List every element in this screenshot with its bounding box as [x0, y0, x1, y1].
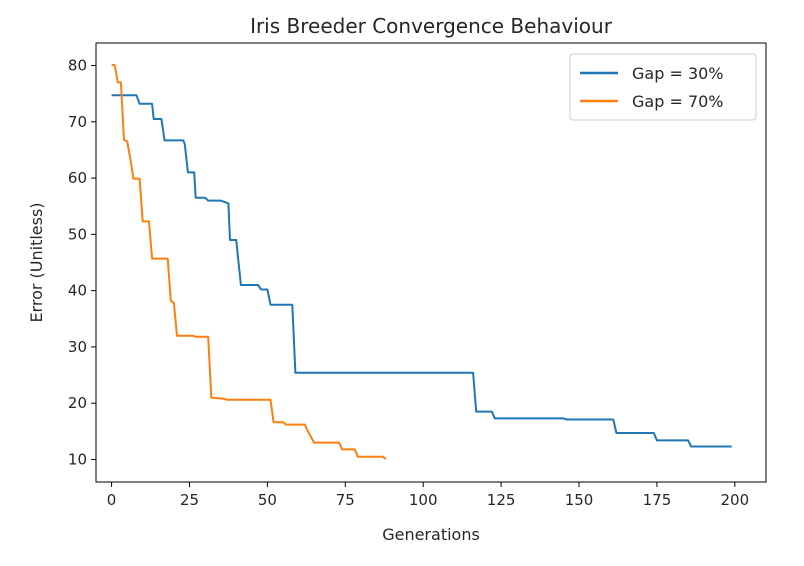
plot-area — [111, 64, 732, 460]
y-axis: 10 20 30 40 50 60 70 80 — [68, 57, 96, 468]
y-tick-label: 60 — [68, 169, 87, 187]
legend-box — [569, 53, 757, 121]
x-tick-label: 125 — [487, 491, 516, 509]
x-axis: 0 25 50 75 100 125 150 175 200 — [107, 482, 749, 509]
y-tick-label: 50 — [68, 225, 87, 243]
chart-title: Iris Breeder Convergence Behaviour — [250, 14, 613, 38]
series-line-1 — [111, 94, 732, 448]
legend-label-gap-30: Gap = 30% — [632, 64, 724, 83]
x-tick-label: 0 — [107, 491, 117, 509]
y-tick-label: 70 — [68, 113, 87, 131]
y-tick-label: 40 — [68, 282, 87, 300]
y-tick-label: 10 — [68, 450, 87, 468]
legend-label-gap-70: Gap = 70% — [632, 92, 724, 111]
legend: Gap = 30% Gap = 70% — [569, 53, 757, 121]
x-tick-label: 50 — [258, 491, 277, 509]
y-tick-label: 80 — [68, 57, 87, 75]
x-tick-label: 100 — [409, 491, 438, 509]
x-tick-label: 25 — [180, 491, 199, 509]
x-axis-title: Generations — [382, 525, 480, 544]
x-tick-label: 175 — [643, 491, 672, 509]
y-tick-label: 20 — [68, 394, 87, 412]
y-tick-label: 30 — [68, 338, 87, 356]
y-axis-title: Error (Unitless) — [27, 202, 46, 322]
plot-frame — [95, 42, 767, 483]
x-tick-label: 150 — [565, 491, 594, 509]
x-tick-label: 200 — [721, 491, 750, 509]
series-line-2 — [111, 64, 387, 460]
x-tick-label: 75 — [336, 491, 355, 509]
